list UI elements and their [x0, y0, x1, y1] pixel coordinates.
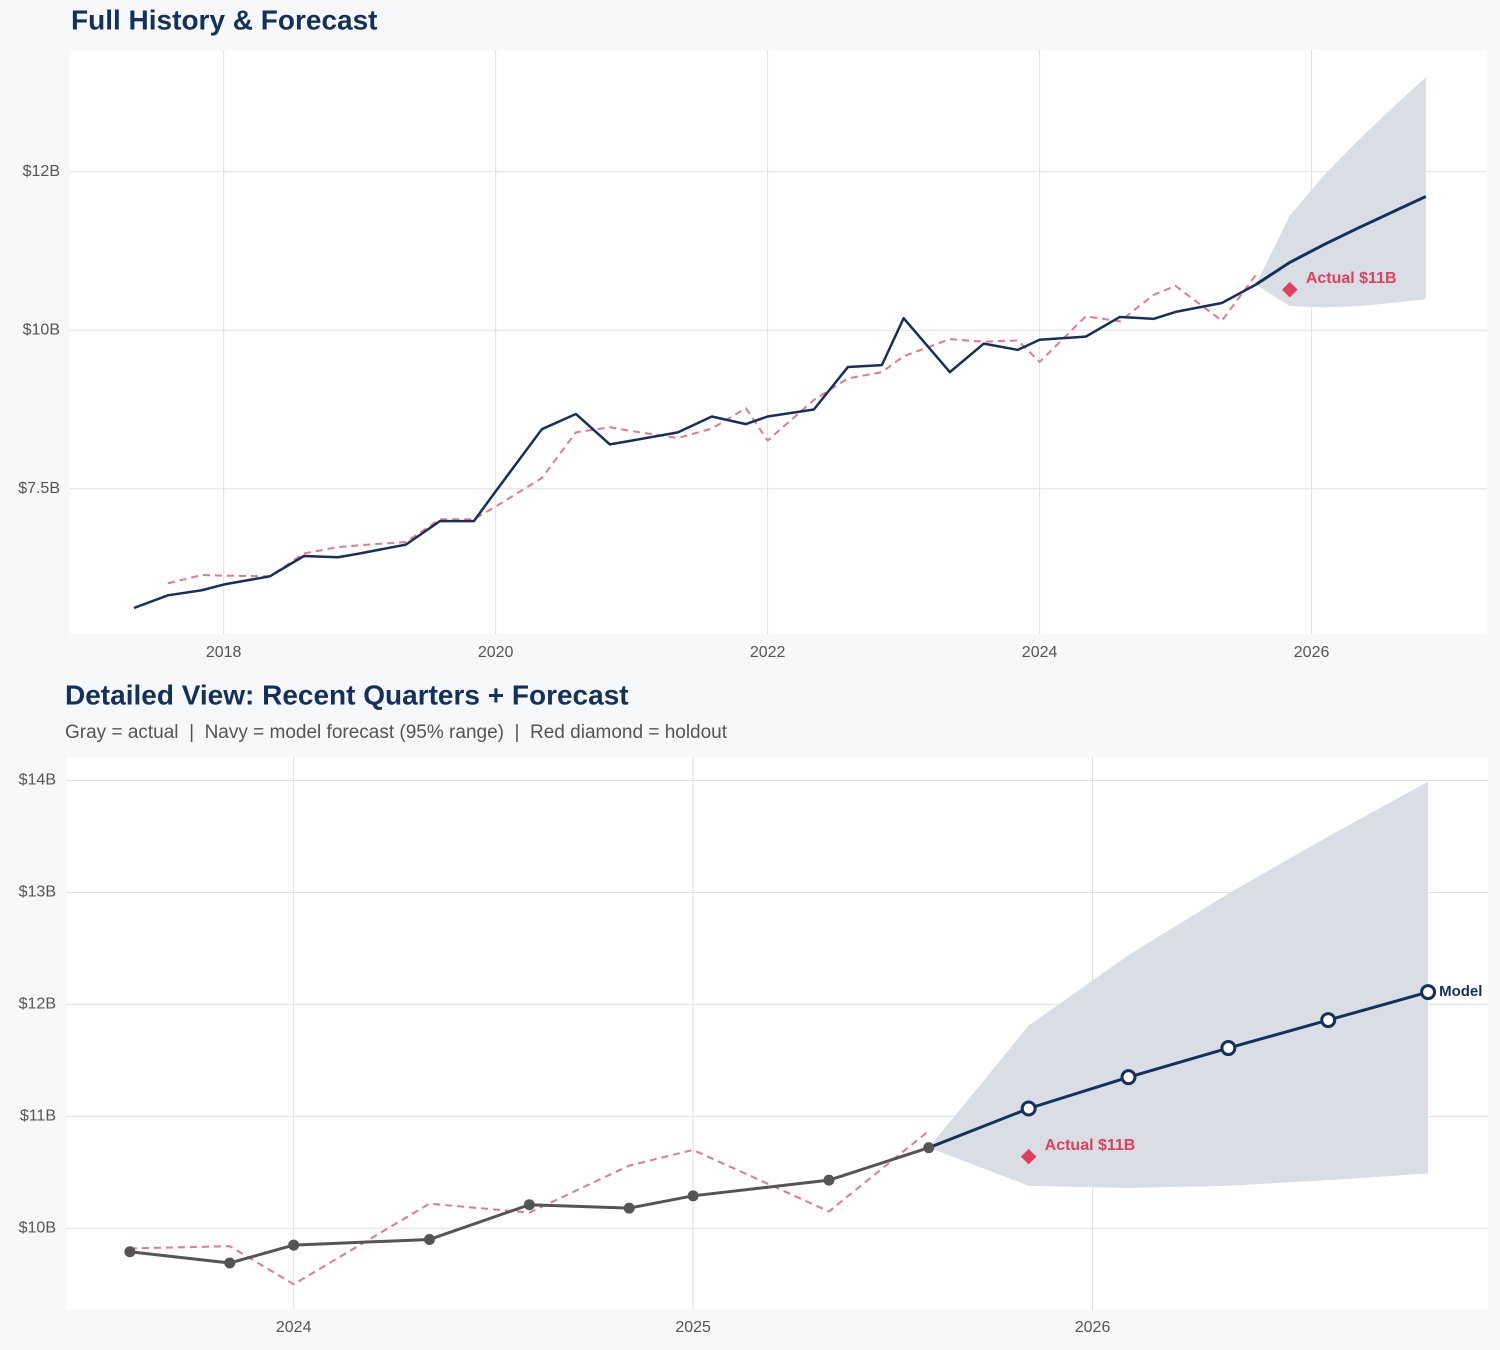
x-tick-label: 2026	[1294, 644, 1330, 661]
x-tick-label: 2025	[675, 1319, 711, 1336]
forecast-point	[1020, 1100, 1037, 1117]
series-label: Model	[1439, 983, 1482, 1000]
data-point	[423, 1233, 435, 1245]
x-tick-label: 2018	[206, 644, 242, 661]
x-tick-label: 2020	[478, 644, 514, 661]
holdout-label: Actual $11B	[1045, 1137, 1136, 1154]
holdout-marker	[1282, 281, 1298, 298]
series-line	[129, 1130, 930, 1286]
chart-title: Full History & Forecast	[71, 4, 378, 35]
data-point	[288, 1239, 300, 1251]
forecast-point	[1220, 1040, 1237, 1057]
forecast-line	[928, 990, 1429, 1150]
data-point	[923, 1142, 935, 1154]
y-tick-label: $10B	[19, 1220, 56, 1237]
y-tick-label: $12B	[19, 996, 56, 1013]
x-tick-label: 2022	[750, 644, 786, 661]
data-point	[687, 1190, 699, 1202]
y-tick-label: $13B	[19, 884, 56, 901]
forecast-band	[1255, 77, 1426, 308]
series-line	[133, 283, 1257, 610]
y-tick-label: $12B	[23, 163, 60, 180]
forecast-point	[1320, 1012, 1337, 1029]
series-line	[167, 274, 1257, 585]
forecast-point	[1120, 1069, 1137, 1086]
chart-subtitle: Gray = actual | Navy = model forecast (9…	[65, 722, 728, 743]
x-tick-label: 2026	[1075, 1319, 1111, 1336]
holdout-label: Actual $11B	[1306, 270, 1397, 287]
y-tick-label: $7.5B	[18, 480, 60, 497]
data-point	[623, 1202, 635, 1214]
data-point	[523, 1199, 535, 1211]
chart-title: Detailed View: Recent Quarters + Forecas…	[65, 679, 629, 710]
plot-area	[70, 50, 1487, 634]
forecast-line	[1255, 195, 1427, 286]
x-tick-label: 2024	[276, 1319, 312, 1336]
y-tick-label: $11B	[20, 1108, 56, 1125]
forecast-point	[1420, 984, 1437, 1001]
data-point	[124, 1246, 136, 1258]
y-tick-label: $10B	[23, 321, 60, 338]
data-point	[823, 1174, 835, 1186]
y-tick-label: $14B	[19, 772, 56, 789]
forecast-band	[928, 781, 1429, 1188]
data-point	[224, 1257, 236, 1269]
x-tick-label: 2024	[1022, 644, 1058, 661]
